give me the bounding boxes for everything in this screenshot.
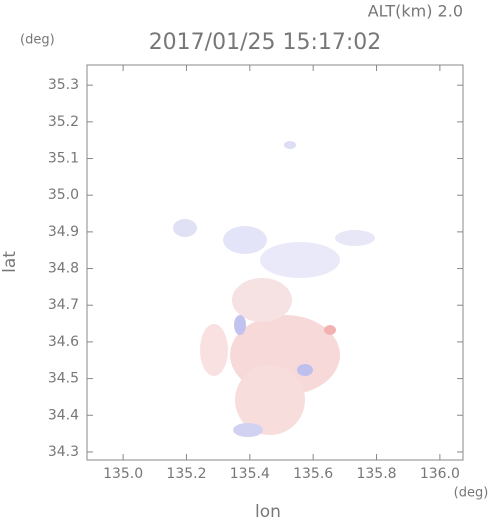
plot-frame [86,64,464,461]
y-tick-label: 34.9 [48,224,79,240]
y-tick-label: 34.6 [48,334,79,350]
x-tick-label: 135.0 [103,466,143,482]
altitude-label: ALT(km) 2.0 [368,2,463,21]
y-tick-label: 35.1 [48,151,79,167]
y-tick-label: 34.3 [48,444,79,460]
y-tick-label: 34.7 [48,297,79,313]
x-tick-label: 136.0 [420,466,460,482]
y-tick-label: 35.0 [48,187,79,203]
y-tick-label: 34.8 [48,261,79,277]
chart-title: 2017/01/25 15:17:02 [149,30,382,55]
x-tick-label: 135.2 [166,466,206,482]
x-axis-label: lon [255,502,281,521]
x-tick-label: 135.8 [356,466,396,482]
y-unit: (deg) [20,33,55,48]
y-tick-label: 34.5 [48,371,79,387]
x-tick-label: 135.6 [293,466,333,482]
y-tick-label: 35.3 [48,77,79,93]
y-axis-label: lat [0,251,20,273]
y-tick-label: 34.4 [48,407,79,423]
y-tick-label: 35.2 [48,114,79,130]
x-unit: (deg) [454,486,489,501]
radar-field [173,141,375,437]
x-tick-label: 135.4 [230,466,270,482]
